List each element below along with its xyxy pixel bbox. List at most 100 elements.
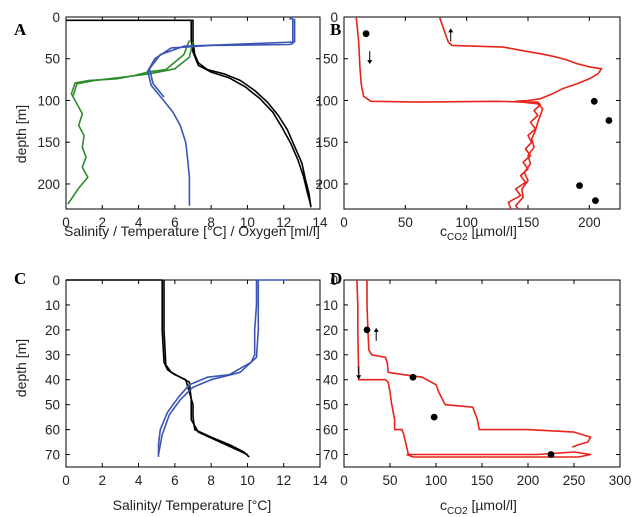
x-tick-label-a: 0 bbox=[62, 215, 70, 230]
x-axis-label-d-units: [µmol/l] bbox=[468, 497, 517, 513]
x-tick-label-c: 10 bbox=[240, 473, 255, 488]
arrow-down-b bbox=[367, 51, 373, 65]
x-tick-label-c: 4 bbox=[135, 473, 143, 488]
x-axis-label-d: cCO2 [µmol/l] bbox=[440, 497, 517, 517]
arrow-up-b bbox=[448, 28, 454, 42]
series-line-c-2 bbox=[163, 280, 248, 456]
y-tick-label-b: 150 bbox=[315, 135, 338, 150]
series-line-b-1 bbox=[355, 17, 542, 210]
series-line-a-4 bbox=[72, 41, 194, 96]
panel-d: D cCO2 [µmol/l] bbox=[330, 269, 517, 517]
series-line-a-5 bbox=[146, 17, 294, 206]
data-point-b-5 bbox=[592, 197, 599, 205]
y-tick-label-c: 10 bbox=[45, 298, 60, 313]
series-line-a-2 bbox=[190, 20, 312, 206]
plot-c: 0 2 4 6 8 10 12 14 0 10 20 30 40 50 60 70 bbox=[45, 273, 328, 488]
x-tick-label-d: 150 bbox=[471, 473, 494, 488]
y-tick-label-a: 100 bbox=[37, 93, 60, 108]
panel-label-a: A bbox=[14, 20, 27, 39]
panel-b: B cCO2 [µmol/l] bbox=[330, 20, 517, 243]
x-axis-label-d-c: c bbox=[440, 497, 447, 513]
y-tick-label-c: 60 bbox=[45, 423, 60, 438]
y-tick-label-d: 30 bbox=[323, 348, 338, 363]
y-tick-label-d: 10 bbox=[323, 298, 338, 313]
x-axis-label-c: Salinity/ Temperature [°C] bbox=[113, 497, 272, 513]
y-tick-label-a: 0 bbox=[52, 10, 60, 25]
x-axis-label-b-c: c bbox=[440, 223, 447, 239]
panel-label-d: D bbox=[330, 269, 342, 288]
panel-c: C depth [m] Salinity/ Temperature [°C] bbox=[13, 269, 271, 513]
y-tick-label-b: 0 bbox=[330, 10, 338, 25]
x-axis-label-b: cCO2 [µmol/l] bbox=[440, 223, 517, 243]
series-line-c-4 bbox=[157, 280, 260, 455]
x-tick-label-c: 14 bbox=[312, 473, 328, 488]
plot-frame-d bbox=[343, 279, 621, 468]
plot-frame-b bbox=[343, 16, 621, 210]
data-point-b-4 bbox=[576, 182, 583, 190]
x-tick-label-c: 12 bbox=[276, 473, 291, 488]
y-tick-label-b: 200 bbox=[315, 177, 338, 192]
y-tick-label-a: 150 bbox=[37, 135, 60, 150]
panel-a: A depth [m] Salinity / Temperature [°C] … bbox=[13, 20, 320, 239]
arrow-down-d bbox=[356, 366, 362, 380]
y-tick-label-d: 40 bbox=[323, 373, 338, 388]
x-tick-label-a: 14 bbox=[312, 215, 328, 230]
data-point-d-2 bbox=[409, 373, 417, 381]
y-tick-label-a: 200 bbox=[37, 177, 60, 192]
y-tick-label-c: 30 bbox=[45, 348, 60, 363]
x-tick-label-d: 250 bbox=[563, 473, 586, 488]
x-tick-label-c: 2 bbox=[99, 473, 107, 488]
arrow-head bbox=[356, 375, 362, 380]
panel-label-b: B bbox=[330, 20, 341, 39]
x-tick-label-a: 12 bbox=[276, 215, 291, 230]
x-tick-label-a: 8 bbox=[207, 215, 215, 230]
x-tick-label-d: 100 bbox=[425, 473, 448, 488]
x-tick-label-d: 0 bbox=[340, 473, 348, 488]
series-line-a-6 bbox=[148, 18, 296, 98]
y-tick-label-d: 70 bbox=[323, 448, 338, 463]
x-tick-label-b: 100 bbox=[455, 215, 478, 230]
arrow-up-d bbox=[373, 327, 379, 341]
y-tick-label-d: 0 bbox=[330, 273, 338, 288]
data-point-b-2 bbox=[590, 97, 598, 105]
arrow-head bbox=[373, 327, 379, 332]
y-tick-label-d: 60 bbox=[323, 423, 338, 438]
y-tick-label-a: 50 bbox=[45, 52, 60, 67]
x-tick-label-d: 300 bbox=[609, 473, 632, 488]
data-point-d-3 bbox=[430, 413, 438, 421]
x-tick-label-b: 150 bbox=[517, 215, 540, 230]
x-tick-label-d: 50 bbox=[382, 473, 397, 488]
x-tick-label-c: 8 bbox=[207, 473, 215, 488]
y-tick-label-b: 100 bbox=[315, 93, 338, 108]
x-axis-label-d-sub: CO2 bbox=[447, 506, 468, 517]
series-line-a-1 bbox=[66, 19, 312, 208]
x-axis-label-b-units: [µmol/l] bbox=[468, 223, 517, 239]
arrow-head bbox=[367, 60, 373, 65]
x-tick-label-c: 0 bbox=[62, 473, 70, 488]
series-line-c-3 bbox=[157, 279, 288, 457]
y-axis-label-c: depth [m] bbox=[13, 339, 29, 397]
x-axis-label-b-sub: CO2 bbox=[447, 232, 468, 243]
data-point-d-4 bbox=[547, 451, 555, 458]
y-tick-label-c: 70 bbox=[45, 448, 60, 463]
x-tick-label-a: 2 bbox=[99, 215, 107, 230]
x-tick-label-a: 10 bbox=[240, 215, 255, 230]
plot-d: 0 50 100 150 200 250 300 0 10 20 30 40 50 60 70 bbox=[323, 273, 631, 488]
y-tick-label-c: 50 bbox=[45, 398, 60, 413]
y-tick-label-c: 20 bbox=[45, 323, 60, 338]
y-tick-label-d: 50 bbox=[323, 398, 338, 413]
y-tick-label-c: 40 bbox=[45, 373, 60, 388]
data-point-d-1 bbox=[363, 326, 371, 334]
panel-label-c: C bbox=[14, 269, 26, 288]
series-line-a-3 bbox=[67, 40, 191, 205]
plot-a: 0 2 4 6 8 10 12 14 0 50 100 150 200 bbox=[37, 10, 328, 230]
x-tick-label-b: 50 bbox=[398, 215, 413, 230]
plot-b: 0 50 100 150 200 0 50 100 150 200 bbox=[315, 10, 621, 230]
y-tick-label-d: 20 bbox=[323, 323, 338, 338]
x-tick-label-d: 200 bbox=[517, 473, 540, 488]
x-axis-label-a: Salinity / Temperature [°C] / Oxygen [ml… bbox=[64, 223, 320, 239]
data-point-b-3 bbox=[605, 117, 613, 124]
data-point-b-1 bbox=[362, 30, 370, 38]
arrow-head bbox=[448, 28, 454, 33]
